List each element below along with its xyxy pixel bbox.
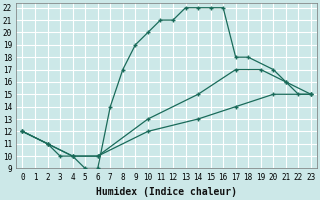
X-axis label: Humidex (Indice chaleur): Humidex (Indice chaleur)	[96, 187, 237, 197]
